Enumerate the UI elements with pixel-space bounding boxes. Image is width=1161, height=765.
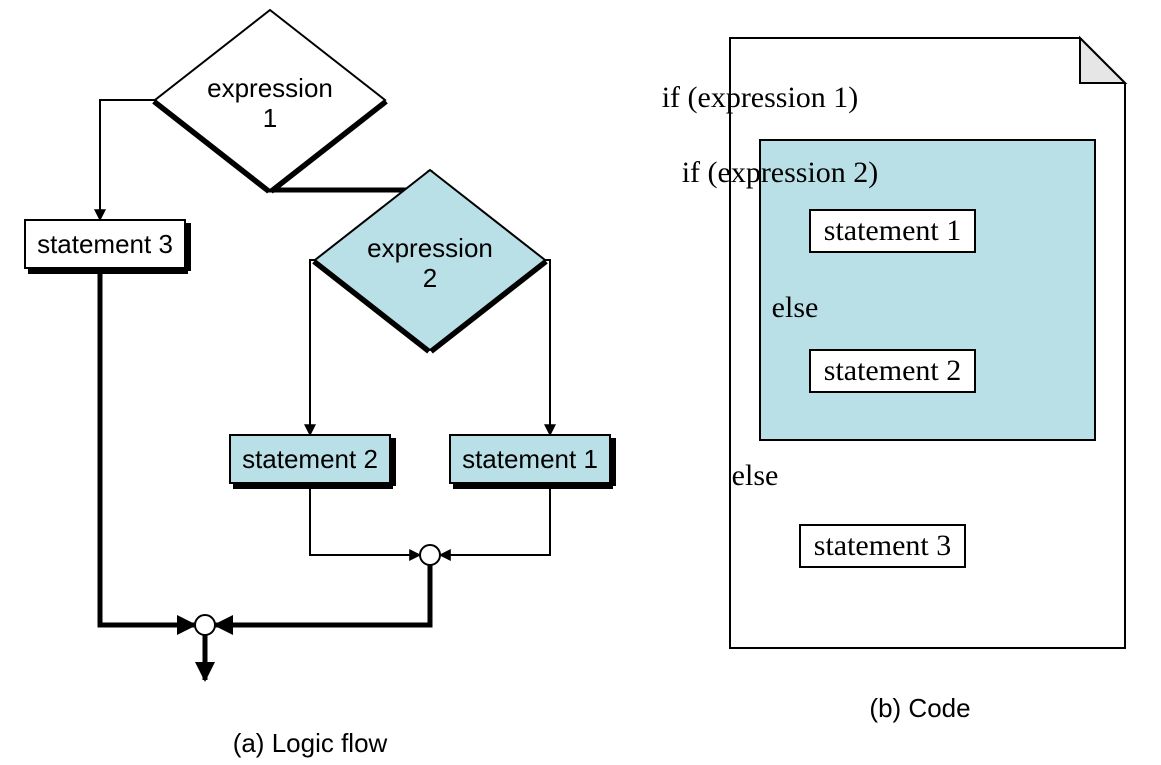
flowchart-caption: (a) Logic flow [233,728,388,758]
flow-edge [440,483,550,555]
flowchart: expression1expression2statement 3stateme… [25,10,613,758]
page-fold-icon [1080,38,1125,83]
decision-label: expression [367,233,493,263]
code-stmt-label: statement 2 [824,354,961,387]
flow-edge [310,260,315,435]
flow-edge [100,100,155,220]
flow-edge [545,260,550,435]
decision-label: 1 [263,103,277,133]
code-text: if (expression 2) [682,156,879,189]
flow-edge [100,268,195,625]
code-text: else [772,291,819,324]
code-text: else [732,459,779,492]
code-panel: if (expression 1) if (expression 2) else el… [662,38,1125,723]
flow-edge [310,483,420,555]
process-label: statement 2 [242,444,378,474]
decision-label: expression [207,73,333,103]
code-stmt-label: statement 1 [824,214,961,247]
code-text: if (expression 1) [662,81,859,114]
flow-edge [215,565,430,625]
merge-node [195,615,215,635]
code-caption: (b) Code [869,693,970,723]
process-label: statement 3 [37,229,173,259]
process-label: statement 1 [462,444,598,474]
code-stmt-label: statement 3 [814,529,951,562]
merge-node [420,545,440,565]
decision-label: 2 [423,263,437,293]
